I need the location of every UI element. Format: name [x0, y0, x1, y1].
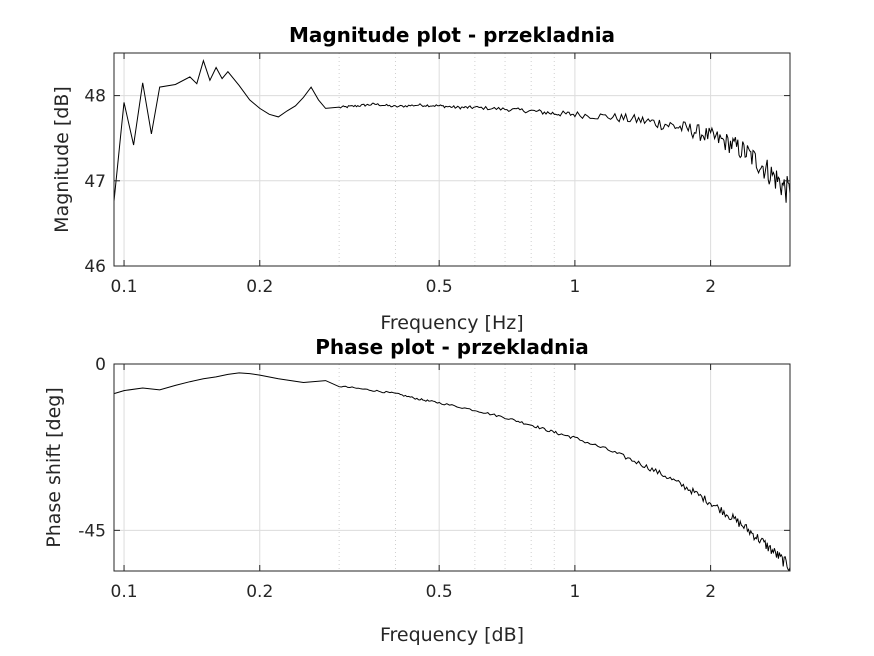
magnitude-x-tick-label: 0.1	[111, 277, 138, 297]
phase-x-tick-label: 0.2	[246, 582, 273, 602]
phase-x-axis-label: Frequency [dB]	[380, 624, 524, 646]
phase-y-axis-label: Phase shift [deg]	[43, 387, 65, 547]
phase-x-tick-label: 2	[705, 582, 716, 602]
phase-x-tick-label: 0.5	[426, 582, 453, 602]
magnitude-y-tick-label: 46	[84, 257, 106, 277]
phase-x-tick-label: 0.1	[111, 582, 138, 602]
magnitude-series-line	[113, 59, 791, 203]
magnitude-x-tick-label: 0.2	[246, 277, 273, 297]
magnitude-axes-frame	[113, 52, 791, 267]
phase-axes-frame	[113, 363, 791, 572]
magnitude-y-axis-label: Magnitude [dB]	[51, 86, 73, 233]
magnitude-y-tick-label: 48	[84, 87, 106, 107]
phase-chart-title: Phase plot - przekladnia	[315, 335, 588, 359]
magnitude-x-tick-label: 0.5	[426, 277, 453, 297]
magnitude-plot: 0.1 0.2 0.5 1 2 46 47 48 Magnitude plot - przek…	[51, 23, 791, 334]
phase-y-tick-label: 0	[95, 355, 106, 375]
phase-plot: 0.1 0.2 0.5 1 2 -45 0 Phase plot - przekladnia…	[43, 335, 791, 646]
phase-x-tick-label: 1	[569, 582, 580, 602]
magnitude-x-tick-label: 1	[569, 277, 580, 297]
magnitude-x-tick-label: 2	[705, 277, 716, 297]
magnitude-chart-title: Magnitude plot - przekladnia	[289, 23, 615, 47]
magnitude-y-tick-label: 47	[84, 172, 106, 192]
phase-series-line	[113, 372, 791, 572]
phase-y-tick-label: -45	[78, 521, 106, 541]
magnitude-x-axis-label: Frequency [Hz]	[380, 312, 523, 334]
